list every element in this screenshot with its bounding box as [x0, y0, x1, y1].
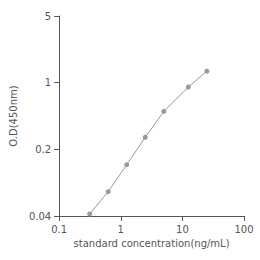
svg-text:1: 1 [118, 224, 124, 235]
svg-text:0.04: 0.04 [29, 211, 51, 222]
svg-text:5: 5 [45, 11, 51, 22]
svg-text:O.D(450nm): O.D(450nm) [8, 85, 19, 146]
svg-text:standard concentration(ng/mL): standard concentration(ng/mL) [74, 238, 230, 249]
svg-text:0.1: 0.1 [51, 224, 67, 235]
svg-text:10: 10 [176, 224, 189, 235]
svg-text:0.2: 0.2 [35, 144, 51, 155]
svg-text:1: 1 [45, 77, 51, 88]
svg-text:100: 100 [234, 224, 253, 235]
